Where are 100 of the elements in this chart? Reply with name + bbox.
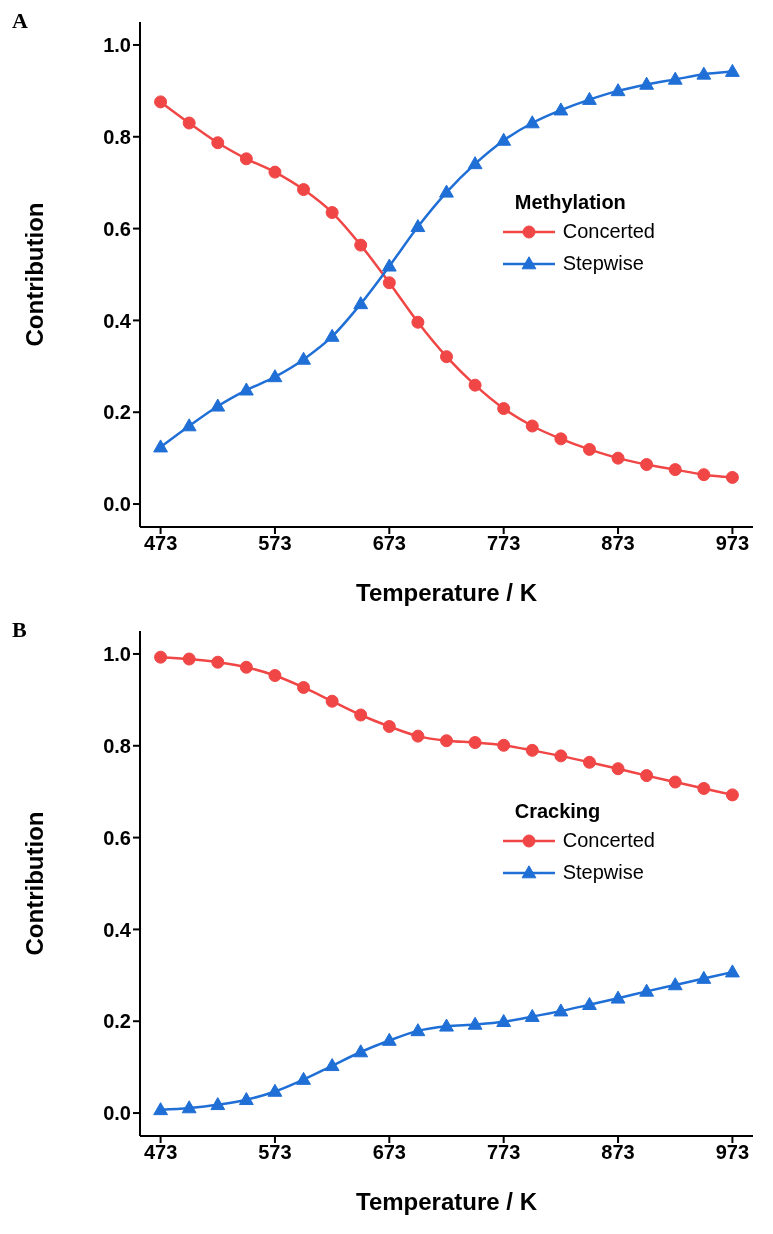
point [467, 1016, 483, 1030]
point [524, 1008, 540, 1022]
point [468, 736, 482, 750]
point [210, 1097, 226, 1111]
point [696, 66, 712, 80]
point [211, 655, 225, 669]
point [696, 970, 712, 984]
x-tick-label: 573 [258, 532, 292, 555]
point [668, 775, 682, 789]
legend-label: Concerted [562, 829, 655, 853]
point [181, 1100, 197, 1114]
point [725, 470, 739, 484]
point [382, 276, 396, 290]
point [154, 95, 168, 109]
point [525, 743, 539, 757]
point [439, 1018, 454, 1032]
point [411, 729, 425, 743]
point [582, 91, 597, 105]
point [297, 680, 311, 694]
point [496, 132, 512, 146]
point [411, 315, 425, 329]
point [239, 660, 253, 674]
point [238, 1092, 254, 1106]
point [353, 296, 369, 310]
x-tick-label: 973 [715, 1141, 750, 1164]
point [496, 1013, 512, 1027]
x-tick-label: 873 [601, 1141, 635, 1164]
legend-label: Concerted [562, 220, 655, 244]
x-tick-label: 473 [143, 1141, 178, 1164]
point [440, 350, 453, 364]
x-axis-title: Temperature / K [356, 1188, 538, 1215]
y-tick-label: 0.2 [103, 401, 131, 424]
point [467, 156, 483, 170]
point [725, 788, 739, 802]
point [410, 1023, 426, 1037]
y-tick-label: 0.4 [103, 918, 132, 941]
y-axis-title: Contribution [20, 811, 48, 956]
point [410, 219, 426, 233]
point [553, 102, 569, 116]
point [582, 442, 596, 456]
chart-title: A [12, 8, 28, 34]
point [324, 328, 340, 342]
point [497, 738, 511, 752]
point [325, 206, 339, 220]
point [382, 719, 396, 733]
point [640, 769, 654, 783]
point [524, 115, 540, 129]
point [267, 1083, 283, 1097]
y-tick-label: 0.0 [103, 493, 131, 516]
legend-title: Cracking [514, 799, 602, 823]
point [354, 708, 368, 722]
y-tick-label: 0.8 [103, 125, 131, 148]
point [210, 398, 226, 412]
y-tick-label: 0.0 [103, 1102, 131, 1125]
point [668, 463, 682, 477]
point [582, 997, 597, 1010]
legend-label: Stepwise [562, 861, 644, 885]
point [610, 990, 626, 1004]
point [554, 749, 568, 763]
chart-title: B [12, 617, 27, 643]
point [697, 468, 711, 482]
y-tick-label: 0.2 [103, 1010, 131, 1033]
point [611, 762, 625, 776]
point [582, 755, 596, 769]
point [354, 238, 368, 252]
point [468, 378, 482, 392]
point [725, 964, 740, 978]
point [525, 419, 539, 433]
y-tick-label: 0.6 [103, 826, 131, 849]
point [297, 183, 311, 197]
legend-title: Methylation [514, 190, 627, 214]
point [182, 116, 196, 130]
point [239, 152, 253, 166]
point [153, 1102, 168, 1116]
point [182, 652, 196, 666]
point [610, 83, 626, 97]
point [553, 1003, 569, 1017]
point [268, 165, 282, 179]
x-tick-label: 873 [601, 532, 635, 555]
point [639, 76, 655, 90]
y-tick-label: 1.0 [103, 34, 131, 57]
x-tick-label: 773 [487, 532, 521, 555]
x-tick-label: 773 [487, 1141, 521, 1164]
x-axis-title: Temperature / K [356, 579, 538, 606]
y-tick-label: 0.8 [103, 734, 131, 757]
point [381, 1032, 397, 1046]
point [440, 734, 453, 748]
legend-label: Stepwise [562, 252, 644, 276]
point [267, 369, 283, 383]
point [153, 439, 168, 453]
x-tick-label: 973 [715, 532, 750, 555]
point [211, 136, 225, 150]
point [439, 184, 454, 198]
point [611, 451, 625, 465]
point [725, 63, 740, 77]
point [667, 977, 683, 991]
point [554, 432, 568, 446]
point [381, 258, 397, 272]
point [497, 402, 511, 416]
point [639, 983, 655, 997]
